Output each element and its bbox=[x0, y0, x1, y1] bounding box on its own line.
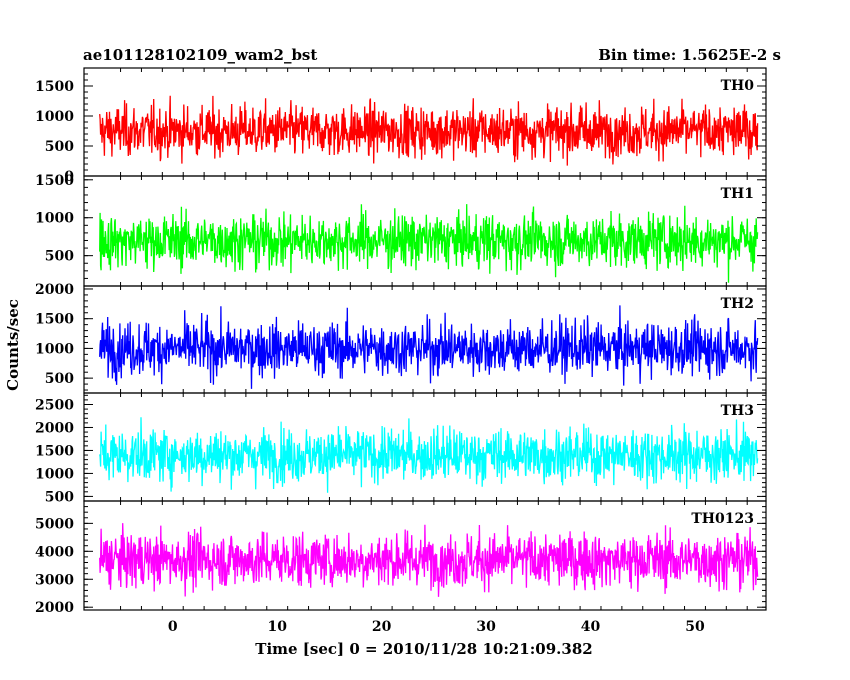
y-tick-label: 500 bbox=[45, 489, 74, 505]
y-tick-label: 1000 bbox=[35, 109, 74, 125]
panel-th3: 500 1000 1500 2000 2500 TH3 bbox=[35, 392, 767, 505]
panel-th1: 500 1000 1500 TH1 bbox=[35, 173, 767, 287]
y-tick-label: 2000 bbox=[35, 600, 74, 616]
y-tick-label: 1000 bbox=[35, 466, 74, 482]
y-tick-label: 4000 bbox=[35, 544, 74, 560]
x-tick-label: 40 bbox=[581, 619, 601, 635]
x-tick-label: 0 bbox=[168, 619, 178, 635]
panel-label: TH0 bbox=[721, 78, 755, 94]
chart-title-right: Bin time: 1.5625E-2 s bbox=[598, 46, 781, 64]
panel-label: TH0123 bbox=[691, 511, 754, 527]
panel-label: TH1 bbox=[721, 186, 754, 202]
x-axis: 0 10 20 30 40 50 bbox=[168, 619, 705, 635]
y-axis-label: Counts/sec bbox=[4, 299, 22, 391]
x-axis-label: Time [sec] 0 = 2010/11/28 10:21:09.382 bbox=[255, 640, 592, 658]
series-line-th2 bbox=[99, 305, 759, 389]
y-tick-label: 1500 bbox=[35, 173, 74, 189]
series-line-th3 bbox=[99, 417, 759, 493]
chart-title-left: ae101128102109_wam2_bst bbox=[83, 46, 317, 64]
y-tick-label: 500 bbox=[45, 249, 74, 265]
y-tick-label: 1500 bbox=[35, 312, 74, 328]
x-tick-label: 50 bbox=[685, 619, 705, 635]
panel-frame bbox=[83, 500, 767, 611]
series-line-th1 bbox=[99, 204, 759, 283]
panel-th0123: 2000 3000 4000 5000 TH0123 bbox=[35, 500, 767, 616]
y-tick-label: 5000 bbox=[35, 516, 74, 532]
y-tick-label: 0 bbox=[64, 169, 74, 185]
y-tick-label: 2000 bbox=[35, 282, 74, 298]
x-tick-label: 20 bbox=[372, 619, 392, 635]
panels-group: 0 500 1000 1500 TH0 500 1000 1500 TH1 500 1000 1500… bbox=[35, 67, 767, 616]
y-tick-label: 1000 bbox=[35, 341, 74, 357]
y-tick-label: 2500 bbox=[35, 397, 74, 413]
x-tick-label: 10 bbox=[267, 619, 287, 635]
panel-th0: 0 500 1000 1500 TH0 bbox=[35, 67, 767, 185]
panel-label: TH2 bbox=[721, 296, 754, 312]
panel-label: TH3 bbox=[721, 403, 754, 419]
series-line-th0123 bbox=[99, 523, 759, 597]
y-tick-label: 500 bbox=[45, 139, 74, 155]
x-tick-label: 30 bbox=[476, 619, 496, 635]
series-line-th0 bbox=[99, 95, 759, 166]
panel-th2: 500 1000 1500 2000 TH2 bbox=[35, 282, 767, 394]
y-tick-label: 1500 bbox=[35, 443, 74, 459]
y-tick-label: 500 bbox=[45, 371, 74, 387]
y-tick-label: 1500 bbox=[35, 79, 74, 95]
y-tick-label: 2000 bbox=[35, 420, 74, 436]
y-tick-label: 3000 bbox=[35, 572, 74, 588]
y-tick-label: 1000 bbox=[35, 211, 74, 227]
